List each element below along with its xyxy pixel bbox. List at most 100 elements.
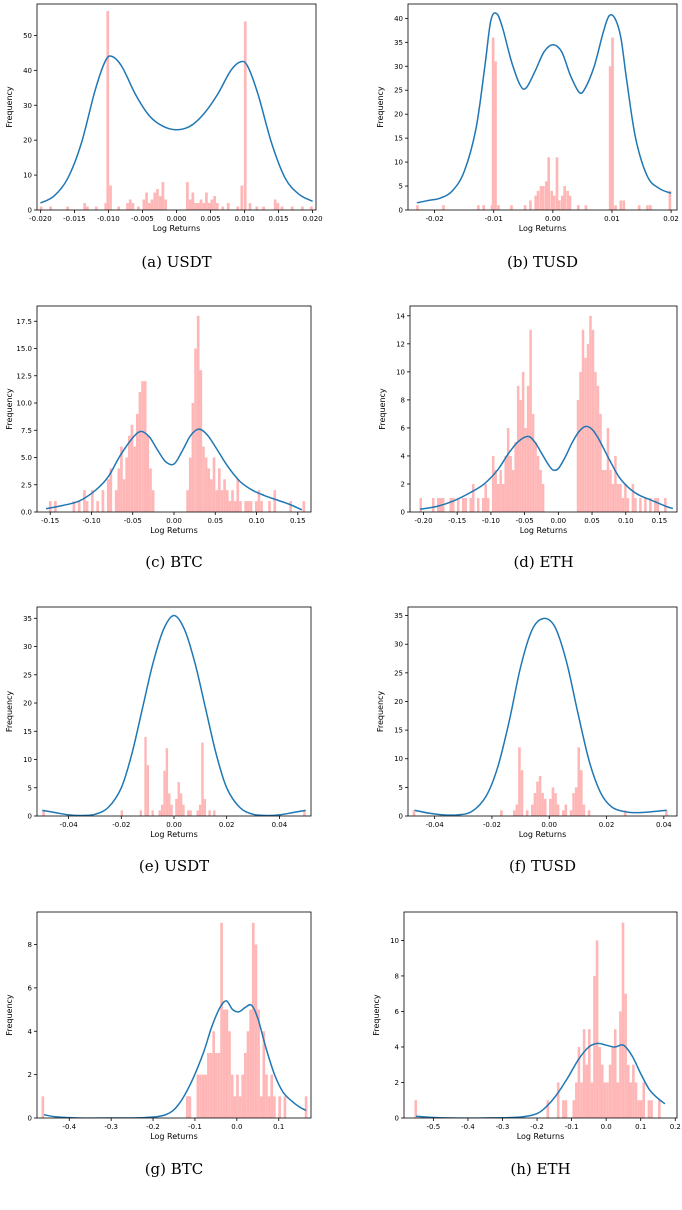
histogram-bar (664, 497, 667, 512)
histogram-bar (608, 1064, 612, 1118)
y-tick-label: 2 (395, 1079, 399, 1087)
x-tick-label: -0.02 (426, 215, 444, 223)
histogram-bar (461, 497, 465, 512)
histogram-bar (259, 1096, 263, 1118)
histogram-bar (122, 479, 126, 512)
histogram-bar (555, 157, 559, 210)
y-tick-label: 15.0 (16, 345, 32, 353)
x-tick-label: 0.05 (584, 517, 600, 525)
histogram-bar (160, 804, 164, 816)
x-tick-label: 0.0 (231, 1123, 242, 1131)
histogram-bar (163, 770, 166, 816)
histogram-bar (203, 799, 207, 816)
histogram-bar (226, 203, 230, 210)
histogram-bar (550, 190, 553, 210)
histogram-bar (255, 206, 259, 210)
y-tick-label: 10 (394, 159, 403, 167)
histogram-bar (209, 1052, 213, 1118)
y-tick-label: 8 (28, 941, 32, 949)
histogram-bar (551, 787, 555, 816)
x-tick-label: -0.02 (112, 821, 130, 829)
x-tick-label: 0.04 (656, 821, 672, 829)
histogram-bar (186, 490, 189, 512)
caption-b: (b) TUSD (506, 253, 579, 271)
x-tick-label: 0.1 (635, 1123, 646, 1131)
histogram-bar (539, 469, 542, 512)
histogram-bar (241, 1074, 245, 1118)
histogram-bar (168, 793, 171, 816)
plot-frame (403, 911, 678, 1119)
y-axis-label: Frequency (5, 86, 14, 128)
y-tick-label: 0 (28, 1115, 32, 1123)
histogram-bar (581, 329, 585, 512)
histogram-bar (549, 798, 552, 816)
y-tick-label: 15 (23, 728, 32, 736)
y-tick-label: 20 (394, 698, 403, 706)
histogram-bar (621, 497, 625, 512)
histogram-bar (137, 206, 140, 210)
y-tick-label: 50 (23, 32, 32, 40)
histogram-bar (506, 427, 510, 512)
histogram-bar (196, 315, 200, 512)
histogram-bar (150, 199, 154, 210)
histogram-bar (624, 993, 627, 1118)
caption-c: (c) BTC (145, 553, 203, 571)
x-tick-label: 0.0 (601, 1123, 612, 1131)
histogram-bars (416, 37, 672, 210)
histogram-bar (304, 1096, 308, 1118)
histogram-bar (254, 501, 258, 512)
histogram-bar (614, 455, 617, 512)
histogram-bar (249, 501, 253, 512)
x-tick-label: -0.3 (104, 1123, 118, 1131)
y-tick-label: 5 (28, 784, 32, 792)
histogram-bar (554, 793, 557, 816)
histogram-bar (582, 1029, 586, 1118)
histogram-bar (164, 199, 167, 210)
x-axis-label: Log Returns (150, 830, 198, 839)
histogram-bar (519, 399, 522, 512)
histogram-bar (609, 469, 612, 512)
x-tick-label: -0.04 (426, 821, 445, 829)
y-axis-label: Frequency (376, 86, 385, 128)
histogram-bar (621, 922, 625, 1118)
histogram-bar (94, 206, 98, 210)
x-tick-label: 0.02 (599, 821, 615, 829)
x-tick-label: -0.2 (146, 1123, 160, 1131)
histogram-bar (598, 1046, 601, 1118)
histogram-bar (529, 329, 532, 512)
density-curve (419, 425, 674, 510)
x-tick-label: -0.1 (565, 1123, 579, 1131)
histogram-bar (185, 1096, 189, 1118)
x-tick-label: 0.00 (541, 821, 557, 829)
histogram-bar (619, 200, 623, 210)
histogram-bar (205, 192, 208, 210)
y-tick-label: 20 (23, 137, 32, 145)
y-tick-label: 5 (399, 183, 403, 191)
histogram-bar (556, 804, 560, 816)
caption-h: (h) ETH (510, 1160, 571, 1178)
histogram-bar (151, 810, 154, 816)
histogram-bar (66, 206, 69, 210)
histogram-bar (608, 66, 612, 210)
y-tick-label: 20 (23, 700, 32, 708)
histogram-bar (476, 497, 480, 512)
y-tick-label: 35 (394, 612, 403, 620)
histogram-bar (247, 501, 250, 512)
histogram-bar (207, 203, 211, 210)
x-tick-label: 0.020 (303, 215, 323, 223)
histogram-bar (85, 501, 89, 512)
histogram-bar (145, 192, 148, 210)
histogram-bar (202, 446, 205, 512)
histogram-bar (601, 469, 605, 512)
histogram-bar (616, 1082, 620, 1118)
x-tick-label: -0.20 (414, 517, 432, 525)
histogram-bar (273, 490, 277, 512)
y-tick-label: 4 (395, 1043, 400, 1051)
histogram-bar (649, 497, 652, 512)
histogram-bar (562, 1100, 565, 1118)
x-tick-label: 0.00 (545, 215, 561, 223)
y-tick-label: 15 (394, 727, 403, 735)
histogram-bar (204, 457, 208, 512)
histogram-bar (191, 192, 195, 210)
histogram-bar (656, 497, 660, 512)
